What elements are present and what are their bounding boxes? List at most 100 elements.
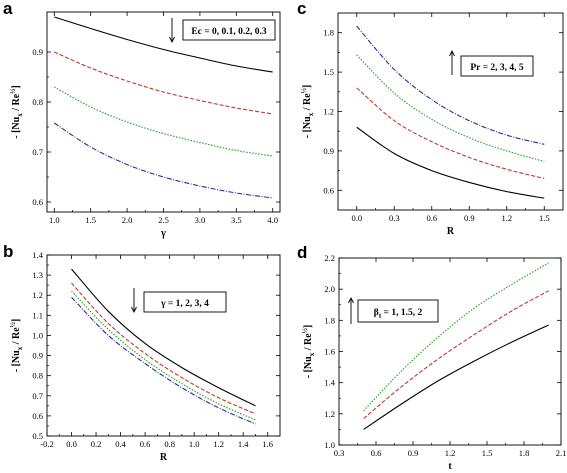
x-tick-label: 0.9 <box>408 448 419 458</box>
plot-frame <box>46 11 281 213</box>
y-tick-label: 0.9 <box>32 351 43 361</box>
y-axis-title: - [Nux / Re½] <box>9 85 24 139</box>
direction-arrow-head <box>449 49 455 57</box>
y-axis-title-part: / Re <box>11 93 22 113</box>
annotation-box <box>182 19 276 41</box>
series-line-3 <box>356 54 545 162</box>
x-tick-label: 1.5 <box>539 213 550 223</box>
series-line-3 <box>71 290 256 421</box>
y-axis-title: - [Nux / Re½] <box>301 325 316 379</box>
x-tick-label: 1.5 <box>85 215 96 225</box>
x-tick-label: 4.0 <box>267 215 278 225</box>
panel-d: d 0.3 0.6 0.9 1.2 1.5 1.8 2.1 1.0 1.2 1.4 1.6 1.8 2.0… <box>297 243 566 472</box>
panel-b: b -0.2 0.0 0.2 0.4 0.6 0.8 1.0 1.2 1.4 1.6 0.5 0.6 0.… <box>3 242 281 463</box>
x-tick-label: 0.0 <box>351 213 362 223</box>
y-tick-label: 0.8 <box>32 97 43 107</box>
direction-arrow-head <box>169 36 175 44</box>
y-tick-label: 1.4 <box>324 378 335 388</box>
x-tick-label: 1.0 <box>49 215 60 225</box>
annotation-part: β <box>374 308 379 318</box>
y-axis-title-part: ] <box>302 85 313 88</box>
y-tick-label: 2.0 <box>324 284 335 294</box>
y-axis-title: - [Nux / Re½] <box>300 85 315 139</box>
y-axis-title-sub: x <box>16 346 24 350</box>
y-axis-title: - [Nux / Re½] <box>9 319 24 373</box>
x-tick-label: 0.4 <box>115 439 126 449</box>
x-tick-label: 0.0 <box>66 439 77 449</box>
y-axis-title-part: - [Nu <box>11 350 22 372</box>
x-tick-label: 1.8 <box>519 448 530 458</box>
x-tick-label: 1.6 <box>262 439 273 449</box>
y-axis-title-sub: x <box>307 112 315 116</box>
y-axis-title-part: ] <box>303 325 314 328</box>
x-tick-label: 2.1 <box>556 448 567 458</box>
y-tick-label: 0.9 <box>32 47 43 57</box>
annotation-text: γ = 1, 2, 3, 4 <box>160 299 209 309</box>
annotation-text: βt = 1, 1.5, 2 <box>374 308 423 320</box>
y-axis-title-part: - [Nu <box>303 356 314 378</box>
direction-arrow-head <box>348 296 354 304</box>
y-axis-title-part: / Re <box>302 93 313 113</box>
series-line-3 <box>54 86 273 157</box>
y-tick-label: 0.6 <box>323 185 334 195</box>
annotation-box <box>357 299 439 323</box>
series-line-2 <box>71 282 256 415</box>
y-tick-label: 1.8 <box>324 315 335 325</box>
x-tick-label: 0.9 <box>464 213 475 223</box>
annotation-text: Pr = 2, 3, 4, 5 <box>470 63 524 73</box>
y-tick-label: 1.3 <box>32 270 43 280</box>
x-tick-label: -0.2 <box>40 439 53 449</box>
series-line-4 <box>71 296 256 425</box>
y-axis-title-part: - [Nu <box>302 116 313 138</box>
series-line-2 <box>356 87 545 180</box>
y-tick-label: 1.8 <box>323 28 334 38</box>
series-line-3 <box>363 262 549 412</box>
y-tick-label: 1.2 <box>323 107 334 117</box>
series-line-1 <box>363 324 549 430</box>
x-tick-label: 1.0 <box>189 439 200 449</box>
x-tick-label: 3.0 <box>195 215 206 225</box>
y-axis-title-sub: x <box>308 352 316 356</box>
x-axis-title: R <box>447 226 455 237</box>
y-axis-title-sup: ½ <box>301 328 309 333</box>
y-tick-label: 1.5 <box>323 67 334 77</box>
y-tick-label: 0.6 <box>32 411 43 421</box>
y-axis-title-part: / Re <box>11 327 22 347</box>
y-tick-label: 0.8 <box>32 371 43 381</box>
y-tick-label: 0.7 <box>32 391 43 401</box>
y-tick-label: 0.5 <box>32 431 43 441</box>
x-tick-label: 1.4 <box>238 439 249 449</box>
series-line-4 <box>53 122 273 199</box>
panel-letter: a <box>3 0 13 18</box>
x-tick-label: 0.8 <box>164 439 175 449</box>
y-axis-title-sub: x <box>16 113 24 117</box>
x-tick-label: 0.6 <box>140 439 151 449</box>
x-tick-label: 1.2 <box>501 213 512 223</box>
x-tick-label: 0.6 <box>426 213 437 223</box>
series-line-1 <box>54 16 273 73</box>
y-axis-title-part: ] <box>11 319 22 322</box>
x-tick-label: 2.5 <box>158 215 169 225</box>
y-axis-title-sup: ½ <box>300 88 308 93</box>
annotation-part: = 1, 1.5, 2 <box>381 308 422 318</box>
panel-letter: b <box>3 242 13 261</box>
y-axis-title-part: - [Nu <box>11 116 22 138</box>
y-tick-label: 0.6 <box>32 197 43 207</box>
annotation-box <box>143 291 227 313</box>
x-tick-label: 0.6 <box>371 448 382 458</box>
y-axis-title-part: ] <box>11 85 22 88</box>
y-tick-label: 1.1 <box>32 310 43 320</box>
y-tick-label: 1.0 <box>32 330 43 340</box>
series-line-1 <box>356 126 545 199</box>
x-tick-label: 3.5 <box>231 215 242 225</box>
y-tick-label: 1.4 <box>32 250 43 260</box>
y-axis-title-part: / Re <box>303 333 314 353</box>
annotation-text: Ec = 0, 0.1, 0.2, 0.3 <box>191 27 267 37</box>
y-tick-label: 1.6 <box>324 347 335 357</box>
annotation-box <box>460 55 534 77</box>
y-tick-label: 0.7 <box>32 147 43 157</box>
x-axis-title: R <box>160 452 168 463</box>
x-tick-label: 0.2 <box>91 439 102 449</box>
series-line-4 <box>356 25 545 145</box>
